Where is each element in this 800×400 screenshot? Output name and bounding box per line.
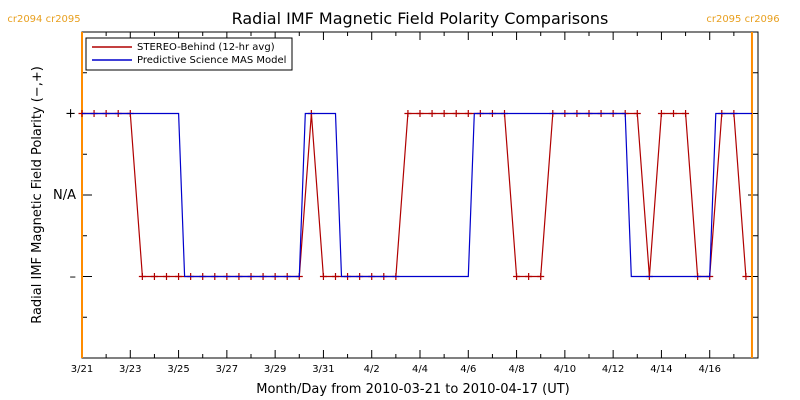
data-point [428, 110, 436, 117]
data-point [416, 110, 424, 117]
y-axis-label: Radial IMF Magnetic Field Polarity (−,+) [30, 66, 45, 324]
data-point [670, 110, 677, 117]
data-point [682, 110, 690, 117]
data-point [657, 110, 665, 117]
data-point [742, 273, 750, 280]
data-point [175, 273, 183, 280]
data-point [452, 110, 460, 117]
x-axis-label: Month/Day from 2010-03-21 to 2010-04-17 … [256, 382, 569, 397]
series-line-model [82, 112, 752, 278]
x-tick-label: 4/14 [650, 364, 672, 375]
data-point [163, 273, 170, 280]
rotation-label-right: cr2095 cr2096 [706, 14, 779, 25]
data-point [525, 273, 533, 280]
x-tick-label: 4/16 [698, 364, 720, 375]
data-point [404, 110, 412, 117]
y-tick-label: + [65, 107, 76, 122]
data-point [464, 110, 472, 117]
x-tick-label: 3/31 [312, 364, 334, 375]
data-point [319, 273, 327, 280]
x-tick-label: 4/8 [509, 364, 525, 375]
x-tick-label: 3/23 [119, 364, 141, 375]
x-tick-label: 3/27 [216, 364, 238, 375]
x-tick-label: 3/21 [71, 364, 93, 375]
y-tick-label: – [70, 270, 77, 285]
data-point [440, 110, 448, 117]
x-tick-label: 4/12 [602, 364, 624, 375]
legend-label-model: Predictive Science MAS Model [137, 55, 286, 66]
rotation-label-left: cr2094 cr2095 [7, 14, 80, 25]
data-point [633, 110, 641, 117]
legend-box [85, 37, 293, 71]
data-point [332, 273, 339, 280]
x-tick-label: 4/2 [364, 364, 380, 375]
data-point [138, 273, 146, 280]
legend-label-stereo: STEREO-Behind (12-hr avg) [137, 42, 275, 53]
data-point [150, 273, 158, 280]
data-point [513, 273, 521, 280]
x-tick-label: 4/6 [460, 364, 476, 375]
x-tick-label: 3/25 [167, 364, 189, 375]
y-tick-labels: + N/A – [53, 107, 76, 285]
x-tick-label: 4/10 [554, 364, 576, 375]
y-tick-label: N/A [53, 188, 76, 203]
series-group [78, 110, 752, 280]
rotation-boundaries [81, 32, 753, 358]
x-tick-labels: 3/21 3/23 3/25 3/27 3/29 3/31 4/2 4/4 4/6 4/8 4/10… [71, 364, 721, 375]
chart-title: Radial IMF Magnetic Field Polarity Compa… [232, 9, 609, 28]
legend: STEREO-Behind (12-hr avg) Predictive Sci… [85, 37, 293, 71]
x-tick-label: 3/29 [264, 364, 286, 375]
data-point [537, 273, 545, 280]
x-tick-label: 4/4 [412, 364, 428, 375]
